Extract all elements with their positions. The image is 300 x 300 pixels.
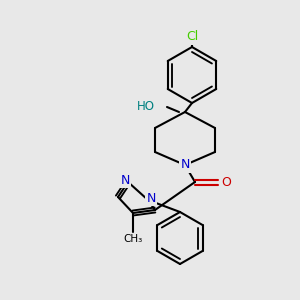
Text: N: N (120, 173, 130, 187)
Text: Cl: Cl (186, 31, 198, 44)
Text: HO: HO (137, 100, 155, 113)
Text: N: N (146, 191, 156, 205)
Text: O: O (221, 176, 231, 188)
Text: CH₃: CH₃ (123, 234, 142, 244)
Text: N: N (180, 158, 190, 172)
